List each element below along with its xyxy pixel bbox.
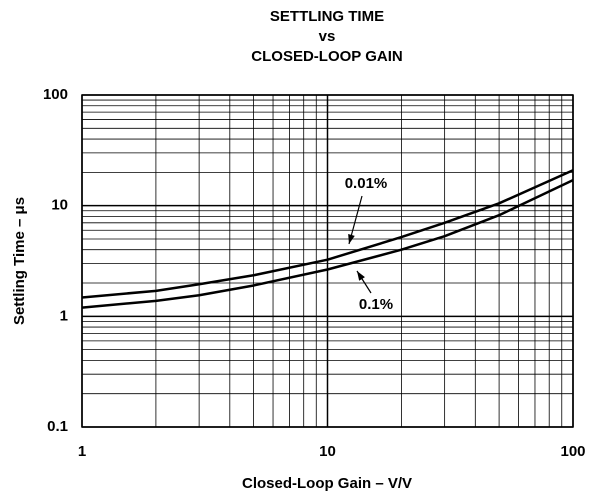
arrow-head	[348, 234, 355, 244]
arrow-head	[357, 271, 365, 281]
plot-frame	[81, 94, 574, 428]
series-line	[81, 169, 574, 299]
x-tick-label: 10	[319, 443, 336, 460]
chart-title: SETTLING TIME	[270, 8, 384, 25]
series-label: 0.1%	[359, 296, 393, 313]
y-tick-label: 1	[60, 307, 68, 324]
chart-title: vs	[319, 28, 336, 45]
x-tick-label: 1	[78, 443, 86, 460]
y-tick-label: 10	[51, 197, 68, 214]
y-tick-label: 100	[43, 86, 68, 103]
y-tick-label: 0.1	[47, 418, 68, 435]
x-tick-label: 100	[560, 443, 585, 460]
series-label: 0.01%	[345, 175, 388, 192]
y-axis-label: Settling Time – μs	[11, 197, 28, 325]
series-line	[81, 179, 574, 309]
chart-title: CLOSED-LOOP GAIN	[251, 48, 402, 65]
x-axis-label: Closed-Loop Gain – V/V	[242, 475, 412, 492]
